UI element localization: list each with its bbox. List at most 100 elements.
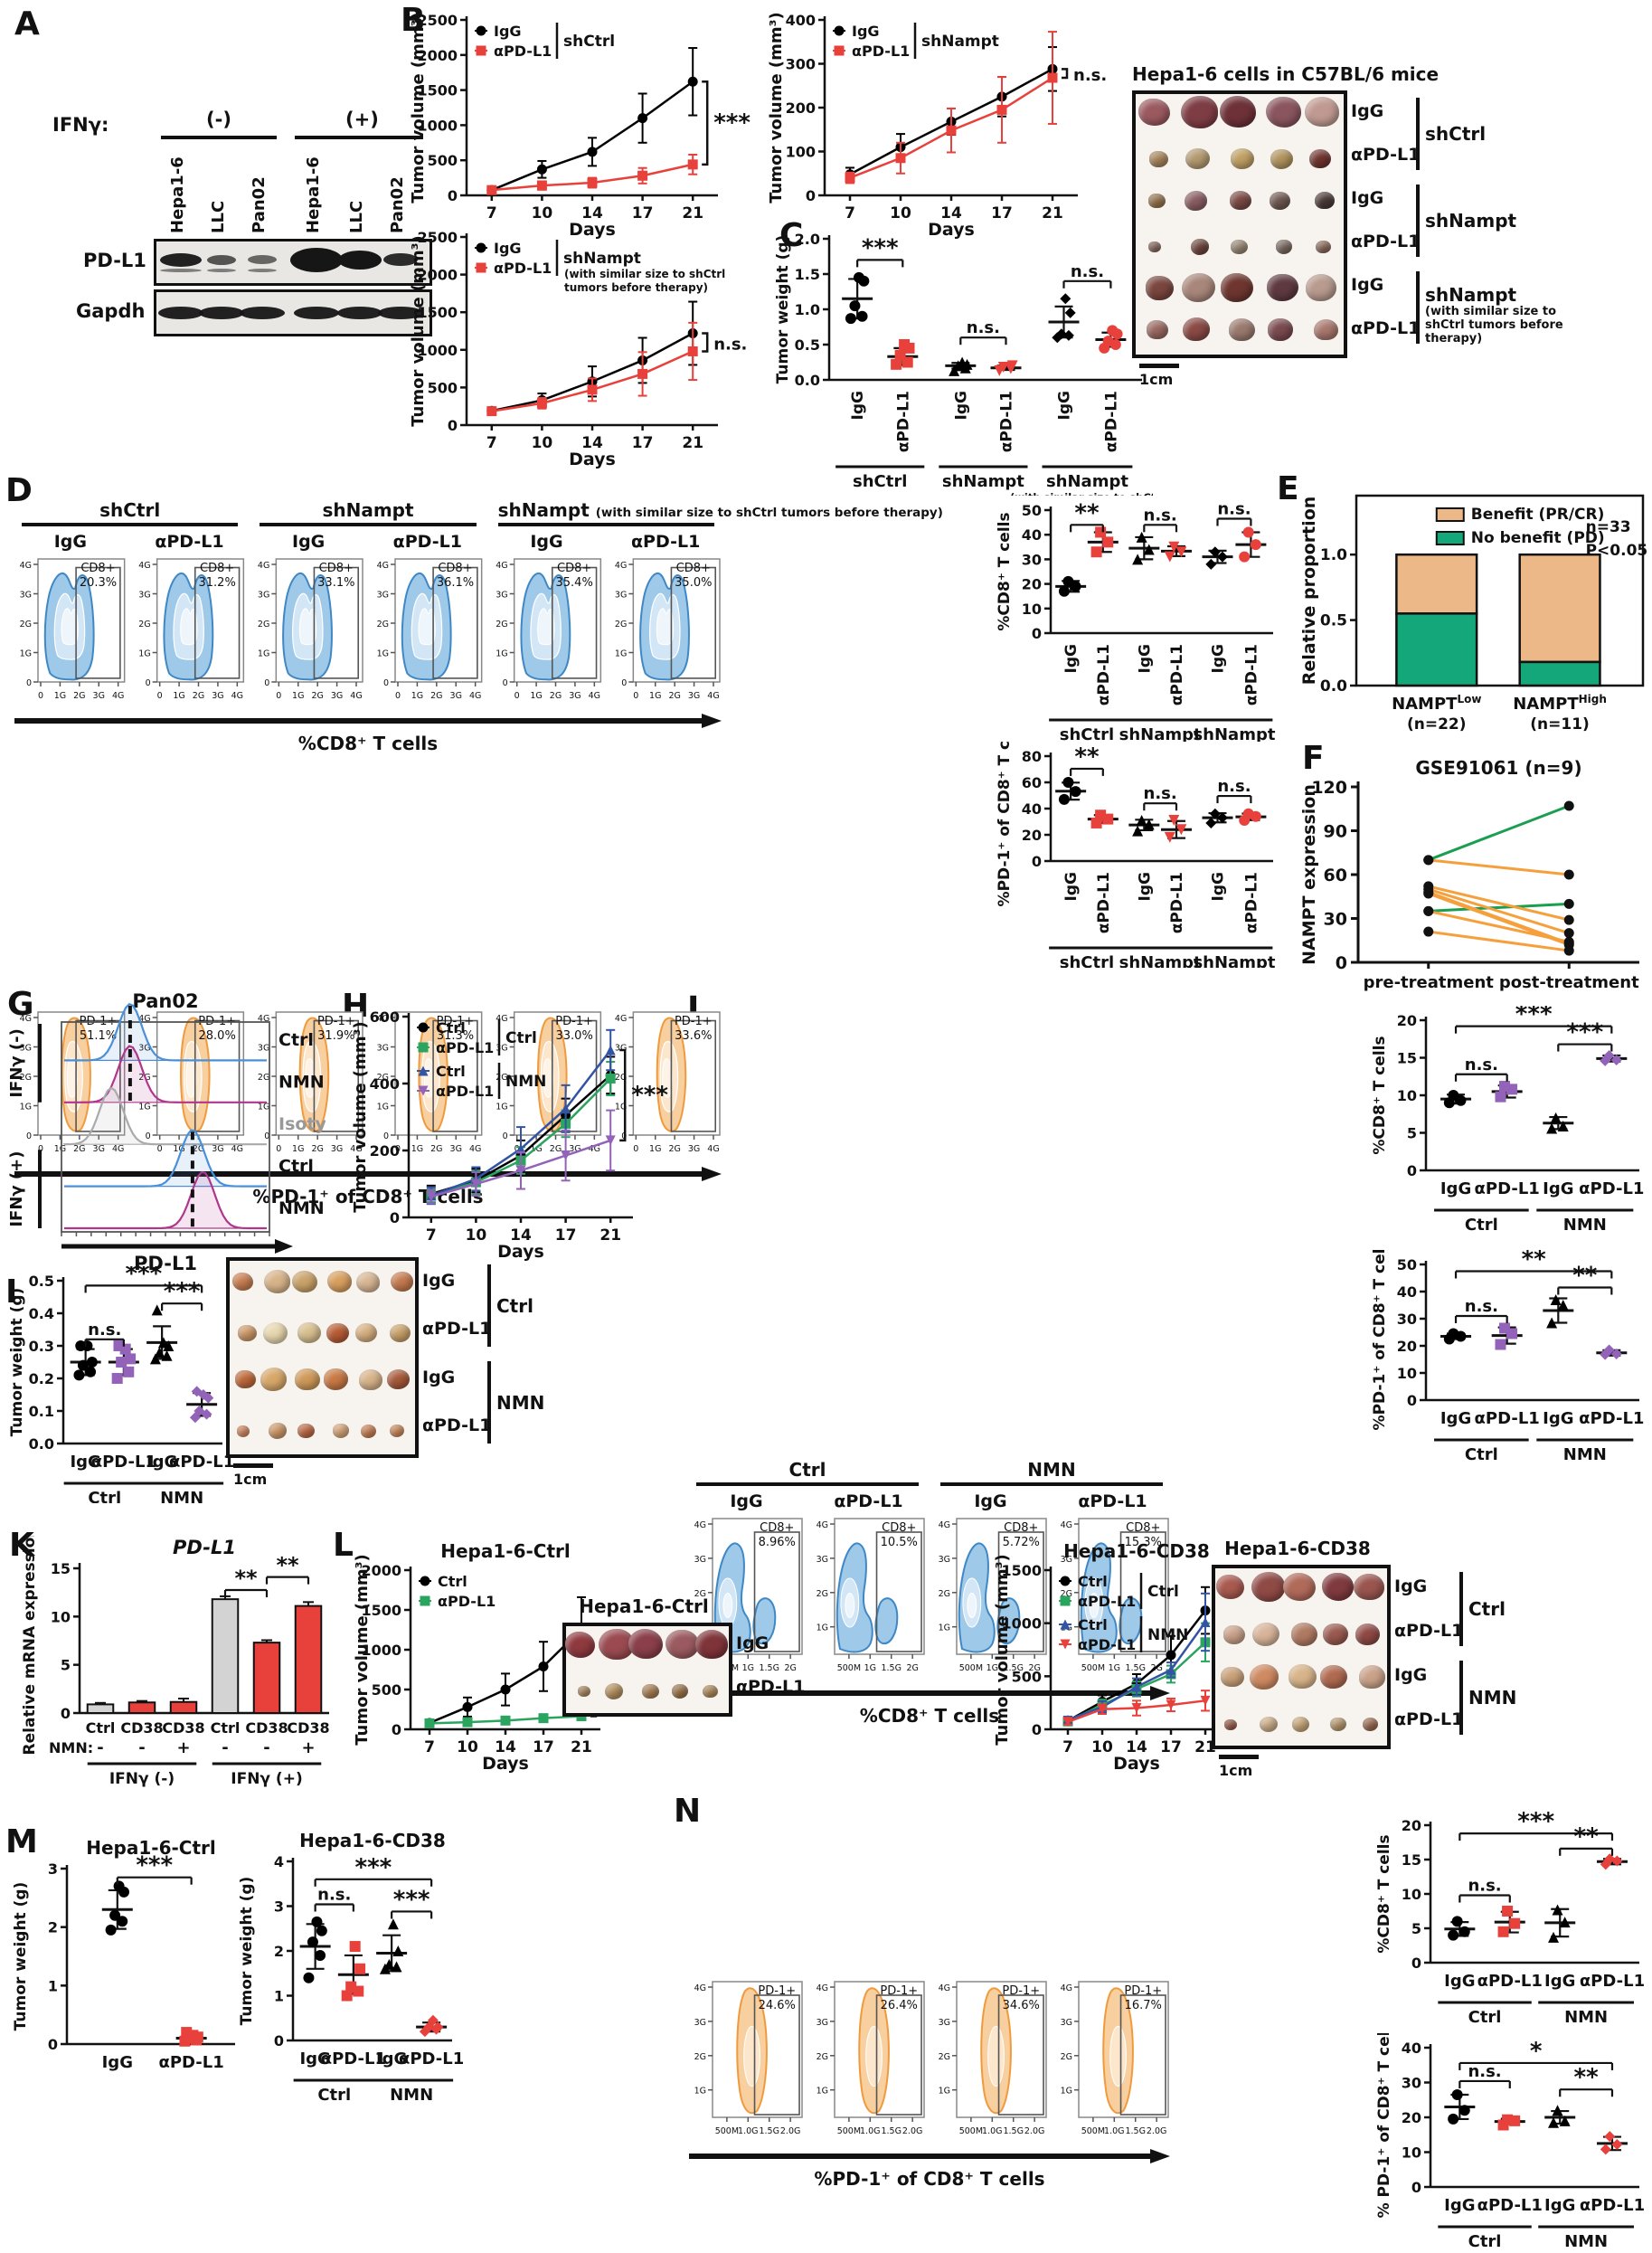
svg-text:Ctrl: Ctrl (278, 1030, 314, 1050)
flow-col-label: IgG (730, 1491, 763, 1511)
tumor-photo (1180, 95, 1218, 128)
svg-text:35.0%: 35.0% (675, 576, 712, 590)
svg-text:10: 10 (466, 1226, 487, 1245)
flow-col-label: αPD-L1 (155, 532, 224, 552)
svg-text:αPD-L1: αPD-L1 (1078, 1636, 1136, 1653)
svg-text:2G: 2G (377, 1073, 389, 1083)
svg-text:αPD-L1: αPD-L1 (1095, 644, 1113, 705)
svg-text:IFNγ (-): IFNγ (-) (7, 1028, 26, 1098)
flow-row-j-cd8: CtrlNMNIgGαPD-L1IgGαPD-L1CD8+8.96%1G2G3G… (685, 1459, 1174, 1716)
pdl1-mrna-bar-chart: PD-L1 0 5 10 15 Relative mRNA expression Ctrl -… (20, 1527, 342, 1800)
tumor-photo (578, 1686, 590, 1698)
svg-text:0: 0 (633, 1144, 638, 1154)
svg-text:Ctrl: Ctrl (1465, 1216, 1498, 1234)
flow-axis-label: %CD8⁺ T cells (297, 733, 439, 754)
svg-text:1.5G: 1.5G (1125, 2126, 1145, 2136)
svg-text:30: 30 (1402, 2075, 1421, 2092)
svg-text:αPD-L1: αPD-L1 (1579, 1409, 1644, 1428)
tumor-photo (1221, 1666, 1244, 1688)
svg-text:CD8+: CD8+ (557, 562, 591, 575)
svg-text:***: *** (354, 1854, 392, 1881)
svg-text:500M: 500M (959, 2126, 983, 2136)
svg-text:Days: Days (928, 220, 975, 240)
svg-text:***: *** (125, 1266, 162, 1287)
tumor-photo (605, 1683, 623, 1699)
svg-text:1.0G: 1.0G (738, 2126, 758, 2136)
svg-text:3G: 3G (817, 1555, 828, 1565)
svg-text:21: 21 (1042, 204, 1063, 222)
svg-text:αPD-L1: αPD-L1 (1095, 872, 1113, 933)
photo-row-label: IgG (1351, 101, 1384, 121)
svg-text:1.0: 1.0 (795, 301, 820, 318)
svg-text:pre-treatment: pre-treatment (1364, 973, 1495, 992)
svg-text:2500: 2500 (417, 12, 458, 29)
svg-text:20: 20 (1022, 827, 1042, 844)
chart-svg: 0 500 1000 1500 2000 2500 7 10 14 17 21 Tumor volum… (409, 229, 747, 469)
svg-text:***: *** (631, 1082, 668, 1109)
tumor-photo (1320, 1664, 1347, 1689)
svg-text:21: 21 (599, 1226, 621, 1245)
svg-text:10.5%: 10.5% (881, 1536, 918, 1549)
svg-text:PD-1+: PD-1+ (317, 1015, 355, 1028)
svg-text:***: *** (136, 1852, 173, 1879)
svg-text:1G: 1G (258, 649, 269, 659)
svg-text:4G: 4G (469, 691, 481, 701)
svg-text:2.0: 2.0 (795, 231, 820, 248)
svg-text:NMN: NMN (1564, 2232, 1608, 2251)
svg-text:2.0G: 2.0G (1147, 2126, 1166, 2136)
svg-text:500M: 500M (837, 2126, 861, 2136)
svg-text:10: 10 (532, 204, 553, 222)
photo-row-label: αPD-L1 (736, 1677, 806, 1697)
svg-text:20.3%: 20.3% (80, 576, 117, 590)
svg-text:IgG: IgG (1136, 644, 1154, 673)
photo-row-label: IgG (422, 1367, 456, 1387)
svg-text:0: 0 (395, 1144, 401, 1154)
panel-m-label: M (5, 1823, 38, 1860)
svg-text:51.1%: 51.1% (80, 1029, 117, 1043)
tumor-photo (695, 1630, 728, 1659)
svg-text:PD-1+: PD-1+ (1124, 1984, 1162, 1998)
tumor-photo (1148, 241, 1161, 253)
tumor-photo (355, 1271, 380, 1292)
svg-text:500: 500 (428, 152, 458, 169)
svg-text:1.5G: 1.5G (1003, 2126, 1023, 2136)
lane-label: LLC (209, 200, 228, 233)
svg-text:4G: 4G (350, 691, 362, 701)
tumor-photo (1269, 191, 1290, 210)
svg-text:αPD-L1: αPD-L1 (852, 43, 910, 60)
svg-text:αPD-L1: αPD-L1 (997, 391, 1015, 452)
svg-text:1.5G: 1.5G (759, 1663, 779, 1673)
svg-text:2.0G: 2.0G (780, 2126, 800, 2136)
svg-text:2G: 2G (311, 691, 323, 701)
photo-box (1132, 90, 1347, 358)
svg-text:3G: 3G (1061, 1555, 1072, 1565)
svg-text:+: + (301, 1738, 315, 1757)
svg-text:300: 300 (786, 56, 816, 73)
svg-text:P<0.05: P<0.05 (1586, 542, 1648, 560)
svg-text:CD38: CD38 (287, 1719, 329, 1737)
svg-text:14: 14 (581, 434, 603, 452)
svg-text:2.0G: 2.0G (1024, 2126, 1044, 2136)
svg-text:7: 7 (426, 1226, 437, 1245)
svg-text:4G: 4G (377, 561, 389, 571)
tumor-photo (1148, 150, 1168, 167)
svg-text:***: *** (1566, 1019, 1603, 1046)
svg-text:n.s.: n.s. (1468, 1877, 1501, 1896)
tumor-photo (598, 1628, 634, 1660)
svg-text:4G: 4G (20, 561, 32, 571)
svg-text:1.5G: 1.5G (1125, 1663, 1145, 1673)
tumor-photo (564, 1631, 595, 1658)
svg-text:αPD-L1: αPD-L1 (1102, 391, 1120, 452)
svg-text:IgG: IgG (1440, 1179, 1471, 1198)
svg-text:IgG: IgG (952, 391, 970, 420)
chart-svg: Pan02 Ctrl NMN Isotype Ctrl NMN IFNγ (-) IFNγ (… (7, 990, 350, 1274)
tumor-photo (358, 1368, 382, 1390)
svg-text:3G: 3G (20, 591, 32, 601)
svg-text:90: 90 (1324, 822, 1347, 842)
svg-text:3G: 3G (450, 1144, 462, 1154)
svg-text:3G: 3G (377, 591, 389, 601)
chart-svg: Hepa1-6-Ctrl 0 1 2 3 Tumor weight (g) IgG αPD-L… (12, 1837, 235, 2072)
